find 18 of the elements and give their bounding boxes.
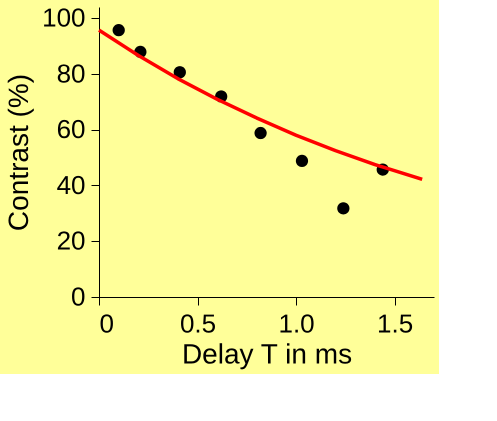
point (174, 66, 186, 78)
y-tick-label: 40 (56, 170, 86, 200)
point (296, 154, 308, 168)
x-axis-title: Delay T in ms (182, 338, 352, 370)
x-tick-label: 0 (100, 308, 114, 338)
point (254, 126, 267, 140)
y-tick-label: 60 (56, 114, 86, 144)
y-tick-label: 0 (71, 282, 86, 312)
y-tick-label: 100 (42, 2, 86, 33)
x-tick-label: 1.5 (377, 308, 414, 338)
x-tick-label: 1.0 (278, 308, 315, 338)
line-series (97, 28, 424, 182)
y-tick-label: 80 (56, 58, 86, 88)
y-tick-label: 20 (56, 226, 86, 256)
y-axis-title: Contrast (%) (3, 74, 34, 232)
point (337, 202, 350, 214)
point (112, 24, 125, 36)
x-tick-label: 0.5 (180, 308, 216, 338)
